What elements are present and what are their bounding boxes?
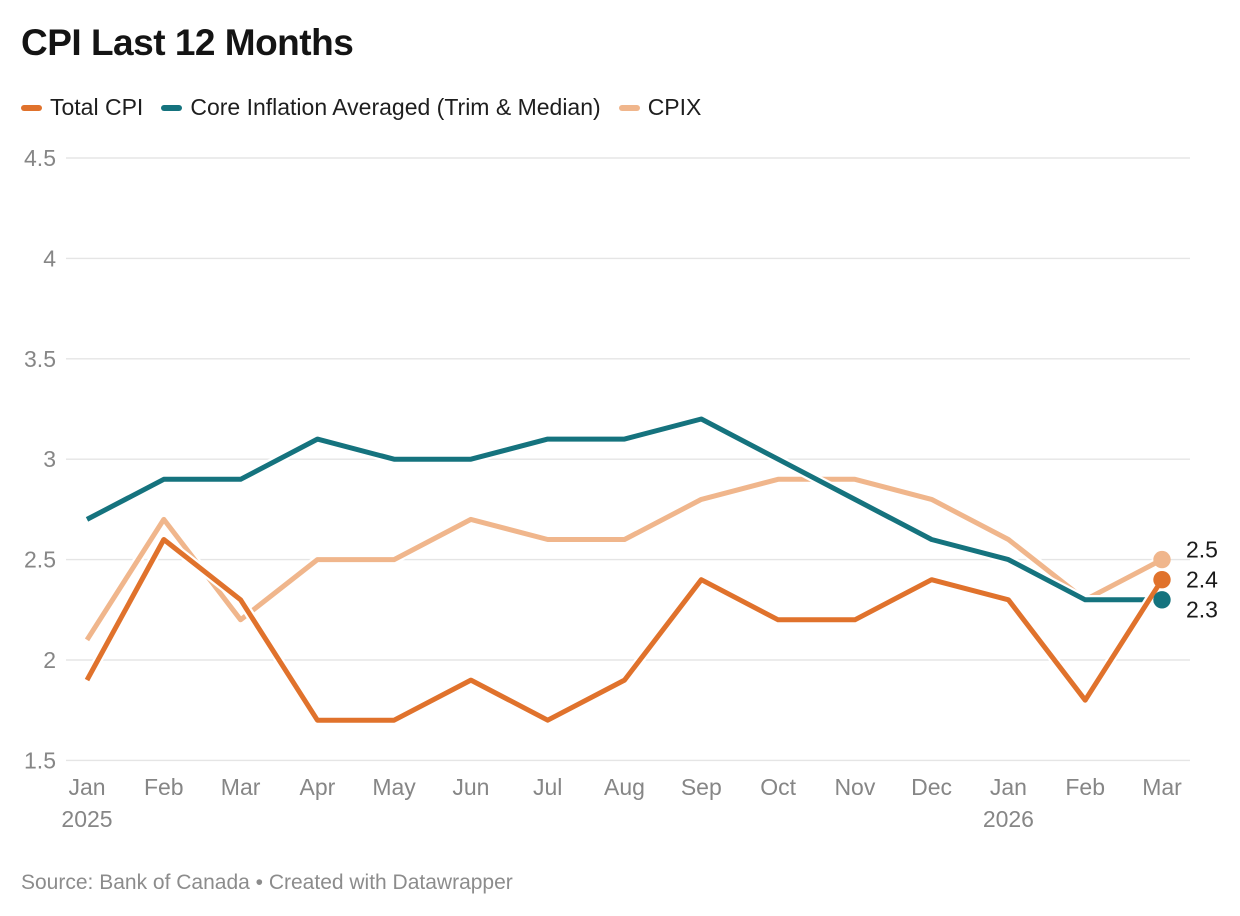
y-tick-label: 4	[43, 245, 56, 271]
x-tick-label: Mar	[1142, 774, 1182, 800]
legend-label-total-cpi: Total CPI	[50, 94, 144, 120]
x-tick-year-label: 2026	[983, 806, 1034, 832]
legend-swatch-total-cpi	[21, 104, 42, 111]
x-tick-label: Feb	[1065, 774, 1105, 800]
series-line	[84, 476, 1164, 642]
y-tick-label: 3.5	[24, 346, 56, 372]
legend-item-cpix: CPIX	[618, 94, 702, 121]
x-tick-label: Aug	[604, 774, 645, 800]
y-tick-label: 3	[43, 446, 56, 472]
source-note: Source: Bank of Canada • Created with Da…	[21, 871, 513, 894]
y-tick-label: 1.5	[24, 747, 56, 773]
x-tick-label: Jan	[68, 774, 105, 800]
x-tick-label: Apr	[300, 774, 336, 800]
y-tick-label: 2.5	[24, 547, 56, 573]
series-end-dot	[1153, 591, 1171, 609]
series-line-halo	[82, 534, 1167, 725]
x-tick-label: May	[372, 774, 416, 800]
x-tick-label: Sep	[681, 774, 722, 800]
x-tick-label: Dec	[911, 774, 952, 800]
x-tick-label: Mar	[221, 774, 261, 800]
x-tick-label: Jan	[990, 774, 1027, 800]
series-end-value: 2.3	[1186, 597, 1218, 623]
legend-label-core-inflation: Core Inflation Averaged (Trim & Median)	[190, 94, 601, 120]
y-tick-label: 2	[43, 647, 56, 673]
x-tick-label: Jul	[533, 774, 562, 800]
legend-item-core-inflation: Core Inflation Averaged (Trim & Median)	[161, 94, 601, 121]
chart-title: CPI Last 12 Months	[21, 22, 354, 63]
legend-swatch-cpix	[618, 104, 640, 111]
series-end-dot	[1153, 571, 1171, 589]
x-tick-label: Feb	[144, 774, 184, 800]
series-line	[84, 537, 1165, 723]
legend-label-cpix: CPIX	[647, 94, 702, 120]
x-tick-label: Jun	[452, 774, 489, 800]
series-line-halo	[84, 414, 1162, 605]
x-tick-label: Nov	[834, 774, 875, 800]
legend-swatch-core-inflation	[161, 104, 183, 111]
x-tick-year-label: 2025	[61, 806, 112, 832]
x-tick-label: Oct	[760, 774, 796, 800]
legend: Total CPI Core Inflation Averaged (Trim …	[21, 94, 701, 121]
series-end-value: 2.5	[1186, 537, 1218, 563]
series-line	[85, 416, 1162, 603]
series-end-value: 2.4	[1186, 567, 1218, 593]
legend-item-total-cpi: Total CPI	[21, 94, 143, 121]
y-tick-label: 4.5	[24, 145, 56, 171]
series-end-dot	[1153, 550, 1171, 569]
